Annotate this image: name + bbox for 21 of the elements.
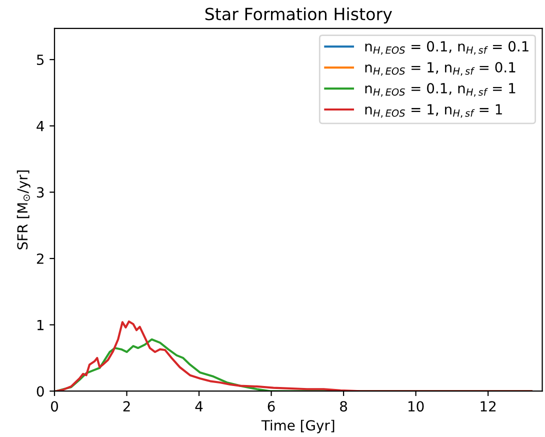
x-tick-label: 2 [123,401,130,412]
legend-label: n$_{H,EOS}$ = 0.1, n$_{H,sf}$ = 0.1 [365,41,528,55]
x-axis-title: Time [Gyr] [261,420,334,434]
x-tick-label: 12 [480,401,496,412]
legend-label: n$_{H,EOS}$ = 1, n$_{H,sf}$ = 1 [365,104,502,118]
x-tick-label: 0 [50,401,58,412]
x-tick-label: 6 [268,401,275,412]
legend-label: n$_{H,EOS}$ = 1, n$_{H,sf}$ = 0.1 [365,62,516,76]
y-tick-label: 0 [36,386,44,397]
legend-label: n$_{H,EOS}$ = 0.1, n$_{H,sf}$ = 1 [365,82,516,97]
y-tick-label: 1 [37,320,44,330]
y-tick-label: 5 [37,54,44,66]
y-tick-label: 4 [36,121,44,132]
x-tick-label: 4 [195,401,203,412]
line-series [55,320,532,392]
y-axis-title: SFR [M$_{⊙}$/yr] [16,170,30,250]
y-tick-label: 2 [36,253,44,264]
chart-title: Star Formation History [205,7,392,24]
x-tick-label: 8 [340,401,348,412]
y-tick-label: 3 [37,187,44,198]
x-tick-label: 10 [408,401,424,412]
